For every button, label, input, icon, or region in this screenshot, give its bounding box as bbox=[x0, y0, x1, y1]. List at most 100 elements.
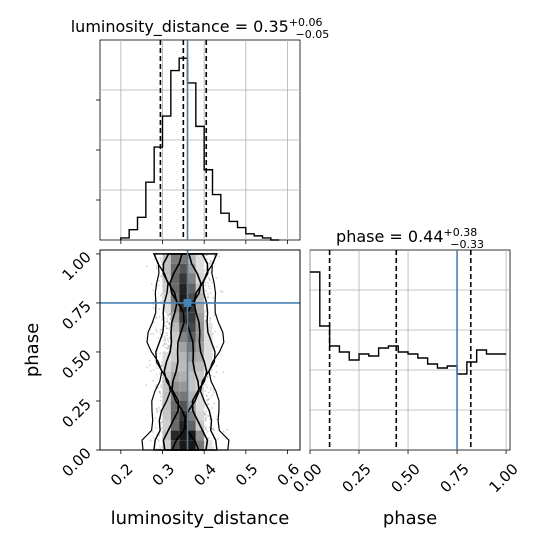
scatter-point bbox=[159, 409, 162, 412]
scatter-point bbox=[145, 384, 148, 386]
scatter-point bbox=[167, 347, 170, 349]
density-cell bbox=[179, 420, 188, 431]
phase-hist-title: phase = 0.44+0.38 −0.33 bbox=[336, 226, 484, 251]
density-cell bbox=[162, 391, 171, 401]
scatter-point bbox=[149, 439, 152, 442]
scatter-point bbox=[207, 285, 210, 288]
scatter-point bbox=[154, 328, 157, 331]
scatter-point bbox=[155, 408, 158, 411]
scatter-point bbox=[209, 318, 212, 320]
density-cell bbox=[162, 420, 171, 431]
density-cell bbox=[187, 342, 196, 352]
density-cell bbox=[170, 332, 180, 343]
phase-xtick-label: 0.75 bbox=[436, 460, 472, 496]
scatter-point bbox=[220, 354, 223, 357]
density-cell bbox=[195, 352, 205, 362]
scatter-point bbox=[206, 386, 208, 389]
density-cell bbox=[179, 342, 188, 352]
scatter-point bbox=[206, 430, 209, 433]
phase-ytick-label: 0.75 bbox=[58, 297, 94, 333]
scatter-point bbox=[205, 417, 208, 419]
scatter-point bbox=[204, 426, 207, 428]
density-cell bbox=[179, 430, 188, 441]
density-cell bbox=[195, 361, 205, 372]
scatter-point bbox=[156, 330, 158, 333]
scatter-point bbox=[149, 364, 151, 366]
scatter-point bbox=[166, 315, 169, 317]
scatter-point bbox=[209, 292, 212, 294]
scatter-point bbox=[158, 316, 161, 318]
scatter-point bbox=[163, 335, 166, 338]
scatter-point bbox=[155, 267, 158, 270]
density-cell bbox=[204, 361, 213, 372]
scatter-point bbox=[204, 281, 207, 284]
scatter-point bbox=[166, 347, 169, 350]
scatter-point bbox=[165, 334, 168, 337]
ld-phase-2d-panel: 0.2 0.3 0.4 0.5 0.6 0.000.250.500.751.00 lum… bbox=[22, 248, 303, 529]
density-cell bbox=[179, 302, 188, 313]
density-cell bbox=[187, 381, 196, 392]
scatter-point bbox=[157, 407, 160, 409]
scatter-point bbox=[160, 258, 162, 261]
scatter-point bbox=[163, 343, 165, 346]
scatter-point bbox=[166, 337, 169, 340]
scatter-point bbox=[206, 398, 209, 401]
ld-xtick-label: 0.4 bbox=[190, 460, 220, 490]
scatter-point bbox=[212, 446, 215, 449]
scatter-point bbox=[213, 254, 216, 257]
scatter-point bbox=[159, 393, 162, 395]
density-cell bbox=[204, 342, 213, 352]
scatter-point bbox=[158, 308, 161, 311]
scatter-point bbox=[212, 391, 215, 394]
ld-hist-steps bbox=[120, 57, 280, 241]
scatter-point bbox=[158, 391, 161, 393]
scatter-point bbox=[156, 438, 159, 441]
density-cell bbox=[195, 391, 205, 401]
phase-yticks: 0.00 0.25 0.50 0.75 1.00 bbox=[58, 248, 100, 480]
ld-hist-title: luminosity_distance = 0.35+0.06 −0.05 bbox=[71, 16, 330, 41]
scatter-point bbox=[207, 296, 210, 298]
scatter-point bbox=[158, 440, 160, 442]
scatter-point bbox=[220, 290, 222, 292]
scatter-point bbox=[152, 436, 155, 439]
density-cell bbox=[187, 420, 196, 431]
scatter-point bbox=[204, 390, 207, 392]
density-cell bbox=[170, 302, 180, 313]
phase-ytick-label: 0.50 bbox=[58, 346, 94, 382]
scatter-point bbox=[210, 374, 213, 377]
scatter-point bbox=[160, 364, 163, 367]
density-cell bbox=[195, 273, 205, 284]
scatter-point bbox=[204, 320, 206, 323]
scatter-point bbox=[204, 320, 207, 322]
scatter-point bbox=[205, 394, 208, 397]
xlabel-luminosity-distance: luminosity_distance bbox=[111, 508, 290, 529]
density-cell bbox=[179, 391, 188, 401]
density-cell bbox=[195, 401, 205, 411]
ld-xtick-label: 0.2 bbox=[107, 460, 137, 490]
scatter-point bbox=[159, 445, 161, 448]
scatter-point bbox=[159, 328, 162, 331]
scatter-point bbox=[159, 391, 161, 394]
scatter-point bbox=[212, 393, 214, 396]
scatter-point bbox=[213, 375, 216, 378]
scatter-point bbox=[168, 313, 171, 316]
scatter-point bbox=[205, 418, 207, 421]
scatter-point bbox=[162, 344, 165, 347]
density-cell bbox=[187, 322, 196, 333]
scatter-point bbox=[166, 312, 169, 315]
scatter-point bbox=[160, 275, 163, 278]
scatter-point bbox=[152, 380, 155, 382]
scatter-point bbox=[205, 384, 208, 386]
density-cell bbox=[179, 371, 188, 382]
scatter-point bbox=[158, 279, 160, 282]
scatter-point bbox=[206, 254, 208, 257]
phase-xticks: 0.00 0.25 0.50 0.75 1.00 bbox=[289, 450, 522, 496]
scatter-point bbox=[149, 370, 152, 372]
density-cell bbox=[162, 410, 171, 421]
scatter-point bbox=[204, 420, 207, 422]
scatter-point bbox=[206, 296, 209, 299]
scatter-point bbox=[210, 388, 212, 391]
scatter-point bbox=[167, 340, 170, 343]
phase-ytick-label: 0.00 bbox=[58, 444, 94, 480]
scatter-point bbox=[207, 391, 210, 394]
